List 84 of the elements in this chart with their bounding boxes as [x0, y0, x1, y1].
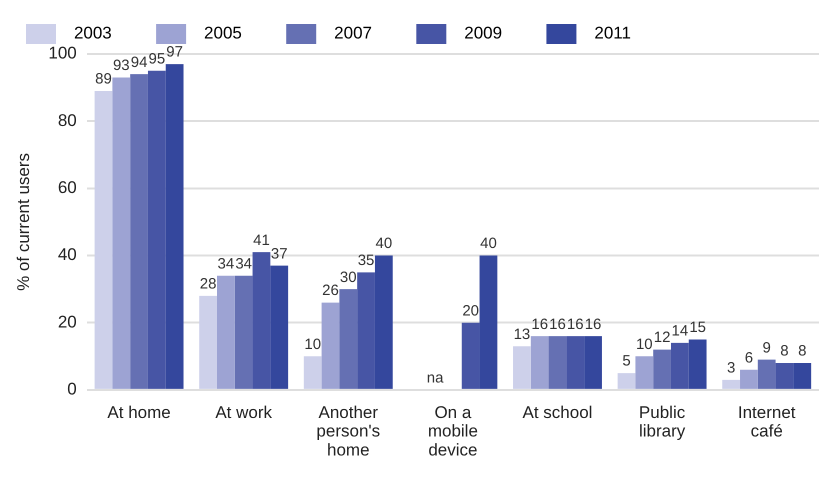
text: na — [426, 370, 444, 387]
data-label: 35 — [358, 252, 374, 269]
data-label: 26 — [322, 282, 339, 300]
x-tick-label: Internet café — [738, 402, 796, 441]
bar — [776, 363, 794, 389]
data-label: 89 — [95, 70, 112, 88]
data-label: 12 — [654, 329, 670, 346]
data-label: 5 — [622, 352, 631, 370]
bar — [94, 90, 112, 389]
legend-label: 2009 — [454, 24, 530, 43]
data-label: 16 — [584, 316, 602, 333]
bar — [462, 322, 480, 389]
bar — [166, 64, 184, 389]
x-tick-label: At home — [107, 402, 171, 422]
bar — [216, 276, 235, 389]
bar — [566, 336, 584, 389]
y-tick-label: 100 — [48, 44, 77, 63]
data-label: 10 — [304, 336, 322, 353]
bar — [618, 373, 636, 389]
bar — [758, 360, 776, 389]
data-label: 41 — [253, 232, 270, 249]
data-label: 3 — [726, 359, 736, 376]
bar — [270, 266, 288, 389]
data-label: 10 — [636, 336, 653, 353]
bar — [322, 302, 340, 389]
bar — [480, 256, 498, 389]
data-label: 16 — [566, 316, 584, 333]
y-tick-label: 40 — [58, 245, 77, 264]
y-tick-label: 20 — [58, 312, 77, 332]
bar — [793, 363, 812, 389]
bar — [653, 350, 671, 389]
bar — [130, 74, 148, 389]
data-label: 9 — [762, 339, 771, 356]
bar — [740, 370, 758, 389]
bar — [530, 336, 549, 389]
data-label: 28 — [200, 275, 216, 292]
data-label: 16 — [531, 316, 548, 333]
data-label: 94 — [130, 54, 148, 71]
y-tick-label: 60 — [58, 178, 77, 198]
bar — [339, 289, 358, 389]
data-label: 95 — [148, 50, 166, 68]
x-tick-label: At school — [522, 402, 592, 422]
y-tick-label: 80 — [58, 110, 77, 130]
bar — [234, 276, 253, 389]
bar — [548, 336, 566, 389]
data-label: 13 — [514, 326, 530, 343]
data-label: 97 — [166, 44, 183, 61]
bar — [112, 78, 130, 389]
x-tick-label: On a mobile device — [428, 402, 478, 460]
bar — [304, 356, 322, 389]
bar — [199, 296, 217, 389]
data-label: 34 — [235, 255, 252, 272]
data-label: 40 — [376, 235, 392, 252]
bar — [513, 346, 531, 389]
data-label: 40 — [480, 235, 497, 252]
legend-label: 2005 — [194, 24, 270, 43]
data-label: 34 — [218, 255, 234, 272]
data-label: 8 — [780, 342, 789, 360]
data-label: 37 — [270, 245, 288, 262]
data-label: 14 — [672, 322, 688, 340]
bar — [635, 356, 654, 389]
legend-label: 2011 — [584, 24, 660, 43]
x-tick-label: Public library — [638, 402, 686, 441]
bar — [722, 380, 740, 389]
data-label: 93 — [112, 57, 130, 74]
x-tick-label: Another person's home — [316, 402, 380, 460]
bar — [688, 340, 707, 389]
legend-label: 2007 — [324, 24, 400, 43]
legend-label: 2003 — [64, 24, 140, 43]
y-tick-label: 0 — [67, 380, 77, 399]
bar — [584, 336, 602, 389]
bar — [148, 70, 166, 389]
bar — [357, 272, 375, 389]
y-axis-title: % of current users — [14, 152, 33, 291]
data-label: 6 — [744, 349, 754, 366]
bar — [374, 256, 393, 389]
data-label: 8 — [798, 342, 806, 360]
data-label: 30 — [340, 268, 357, 286]
data-label: 20 — [462, 302, 480, 320]
bar — [670, 342, 689, 389]
x-tick-label: At work — [215, 402, 273, 422]
bar — [252, 252, 270, 389]
data-label: 16 — [549, 316, 566, 333]
data-label: 15 — [689, 319, 706, 336]
